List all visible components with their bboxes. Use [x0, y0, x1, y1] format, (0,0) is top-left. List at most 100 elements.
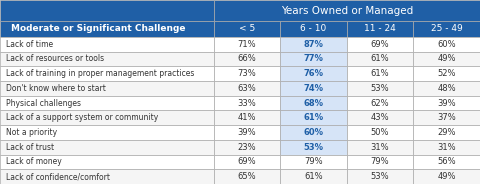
Bar — [214, 140, 280, 155]
Text: 77%: 77% — [303, 54, 324, 63]
Bar — [413, 110, 480, 125]
Text: 6 - 10: 6 - 10 — [300, 24, 326, 33]
Text: 53%: 53% — [371, 172, 389, 181]
Text: 63%: 63% — [238, 84, 256, 93]
Bar — [214, 110, 280, 125]
Bar — [413, 96, 480, 110]
Text: Lack of confidence/comfort: Lack of confidence/comfort — [6, 172, 110, 181]
Text: 31%: 31% — [371, 143, 389, 152]
Bar — [347, 169, 413, 184]
Text: 41%: 41% — [238, 113, 256, 122]
Bar — [280, 155, 347, 169]
Bar — [347, 96, 413, 110]
Text: 50%: 50% — [371, 128, 389, 137]
Bar — [0, 21, 214, 37]
Text: 31%: 31% — [437, 143, 456, 152]
Bar — [0, 140, 214, 155]
Bar — [214, 125, 280, 140]
Bar — [347, 21, 413, 37]
Bar — [0, 110, 214, 125]
Bar — [347, 52, 413, 66]
Bar — [413, 169, 480, 184]
Bar — [280, 96, 347, 110]
Bar — [280, 125, 347, 140]
Text: 33%: 33% — [238, 99, 256, 107]
Bar — [214, 155, 280, 169]
Text: 60%: 60% — [437, 40, 456, 49]
Bar — [413, 81, 480, 96]
Text: 66%: 66% — [238, 54, 256, 63]
Bar — [214, 96, 280, 110]
Text: 43%: 43% — [371, 113, 389, 122]
Text: 61%: 61% — [304, 172, 323, 181]
Text: 74%: 74% — [303, 84, 324, 93]
Text: Lack of training in proper management practices: Lack of training in proper management pr… — [6, 69, 195, 78]
Text: 39%: 39% — [238, 128, 256, 137]
Bar — [347, 125, 413, 140]
Bar — [413, 37, 480, 52]
Text: 48%: 48% — [437, 84, 456, 93]
Bar — [347, 81, 413, 96]
Text: 25 - 49: 25 - 49 — [431, 24, 463, 33]
Bar — [413, 21, 480, 37]
Text: 76%: 76% — [303, 69, 324, 78]
Text: 79%: 79% — [371, 158, 389, 166]
Bar — [214, 0, 480, 21]
Bar — [0, 81, 214, 96]
Text: 23%: 23% — [238, 143, 256, 152]
Bar — [214, 81, 280, 96]
Bar — [413, 52, 480, 66]
Text: 29%: 29% — [437, 128, 456, 137]
Text: 61%: 61% — [371, 54, 389, 63]
Bar — [0, 52, 214, 66]
Text: 71%: 71% — [238, 40, 256, 49]
Bar — [347, 37, 413, 52]
Text: Don't know where to start: Don't know where to start — [6, 84, 106, 93]
Bar — [214, 66, 280, 81]
Text: 62%: 62% — [371, 99, 389, 107]
Text: 69%: 69% — [371, 40, 389, 49]
Bar — [0, 155, 214, 169]
Text: 79%: 79% — [304, 158, 323, 166]
Bar — [0, 125, 214, 140]
Text: 68%: 68% — [303, 99, 324, 107]
Text: 39%: 39% — [437, 99, 456, 107]
Bar — [413, 125, 480, 140]
Bar — [214, 21, 280, 37]
Bar — [347, 155, 413, 169]
Bar — [280, 37, 347, 52]
Text: 49%: 49% — [437, 54, 456, 63]
Text: Lack of time: Lack of time — [6, 40, 54, 49]
Text: 69%: 69% — [238, 158, 256, 166]
Bar — [280, 140, 347, 155]
Text: Moderate or Significant Challenge: Moderate or Significant Challenge — [11, 24, 185, 33]
Text: Years Owned or Managed: Years Owned or Managed — [281, 6, 413, 16]
Bar — [280, 169, 347, 184]
Text: 11 - 24: 11 - 24 — [364, 24, 396, 33]
Text: < 5: < 5 — [239, 24, 255, 33]
Bar — [0, 96, 214, 110]
Bar — [214, 37, 280, 52]
Bar — [280, 21, 347, 37]
Bar — [347, 140, 413, 155]
Bar — [280, 81, 347, 96]
Text: 65%: 65% — [238, 172, 256, 181]
Text: Lack of trust: Lack of trust — [6, 143, 55, 152]
Bar — [413, 140, 480, 155]
Text: 53%: 53% — [371, 84, 389, 93]
Text: Lack of money: Lack of money — [6, 158, 62, 166]
Bar — [280, 66, 347, 81]
Text: 56%: 56% — [437, 158, 456, 166]
Bar — [0, 0, 214, 21]
Text: Physical challenges: Physical challenges — [6, 99, 82, 107]
Text: 52%: 52% — [437, 69, 456, 78]
Text: 61%: 61% — [303, 113, 324, 122]
Bar — [413, 66, 480, 81]
Text: 60%: 60% — [303, 128, 324, 137]
Bar — [347, 66, 413, 81]
Text: 61%: 61% — [371, 69, 389, 78]
Text: 53%: 53% — [303, 143, 324, 152]
Bar — [280, 52, 347, 66]
Bar — [214, 52, 280, 66]
Text: 87%: 87% — [303, 40, 324, 49]
